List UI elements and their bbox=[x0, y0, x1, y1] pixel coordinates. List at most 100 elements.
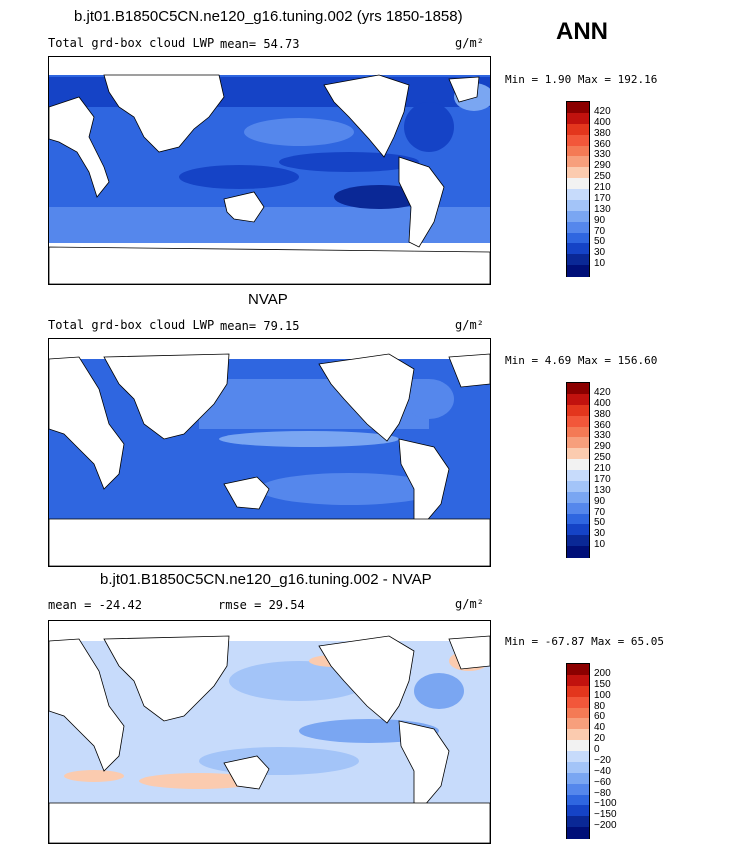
colorbar-swatch bbox=[567, 243, 589, 255]
colorbar-swatch bbox=[567, 707, 589, 719]
colorbar-tick-label: 40 bbox=[594, 722, 606, 734]
colorbar-tick-label: 360 bbox=[594, 419, 611, 431]
colorbar-swatch bbox=[567, 265, 589, 277]
panel3-colorbar-swatches bbox=[566, 663, 590, 839]
colorbar-swatch bbox=[567, 740, 589, 752]
colorbar-tick-label: 100 bbox=[594, 689, 611, 701]
panel2-units: g/m² bbox=[455, 318, 484, 332]
panel1-map bbox=[48, 56, 491, 285]
panel2-mean: mean= 79.15 bbox=[220, 319, 300, 333]
panel3-mean: mean = -24.42 bbox=[48, 598, 142, 612]
panel3-units: g/m² bbox=[455, 597, 484, 611]
colorbar-swatch bbox=[567, 393, 589, 406]
colorbar-swatch bbox=[567, 448, 589, 460]
colorbar-tick-label: 330 bbox=[594, 149, 611, 161]
colorbar-swatch bbox=[567, 524, 589, 536]
panel3-colorbar bbox=[566, 663, 590, 839]
colorbar-tick-label: 30 bbox=[594, 247, 606, 259]
colorbar-swatch bbox=[567, 167, 589, 179]
colorbar-tick-label: −200 bbox=[594, 820, 617, 832]
panel1-title: b.jt01.B1850C5CN.ne120_g16.tuning.002 (y… bbox=[74, 8, 463, 25]
panel1-colorbar-swatches bbox=[566, 101, 590, 277]
colorbar-swatch bbox=[567, 491, 589, 504]
colorbar-swatch bbox=[567, 134, 589, 146]
colorbar-tick-label: 130 bbox=[594, 484, 611, 496]
colorbar-swatch bbox=[567, 772, 589, 785]
colorbar-tick-label: 150 bbox=[594, 678, 611, 690]
colorbar-swatch bbox=[567, 696, 589, 708]
colorbar-tick-label: 60 bbox=[594, 711, 606, 723]
colorbar-swatch bbox=[567, 210, 589, 223]
colorbar-swatch bbox=[567, 502, 589, 514]
panel2-map bbox=[48, 338, 491, 567]
panel1-map-svg bbox=[49, 57, 490, 284]
panel1-variable-label: Total grd-box cloud LWP bbox=[48, 36, 215, 50]
colorbar-swatch bbox=[567, 470, 589, 482]
colorbar-swatch bbox=[567, 232, 589, 244]
colorbar-tick-label: 400 bbox=[594, 116, 611, 128]
colorbar-swatch bbox=[567, 221, 589, 233]
colorbar-tick-label: 250 bbox=[594, 452, 611, 464]
colorbar-tick-label: 10 bbox=[594, 258, 606, 270]
panel2-variable-label: Total grd-box cloud LWP bbox=[48, 318, 215, 332]
colorbar-tick-label: 30 bbox=[594, 528, 606, 540]
panel3-rmse: rmse = 29.54 bbox=[218, 598, 305, 612]
colorbar-swatch bbox=[567, 145, 589, 157]
panel1-minmax: Min = 1.90 Max = 192.16 bbox=[505, 73, 658, 86]
colorbar-tick-label: 420 bbox=[594, 105, 611, 117]
colorbar-tick-label: 290 bbox=[594, 160, 611, 172]
colorbar-tick-label: 170 bbox=[594, 192, 611, 204]
colorbar-tick-label: −100 bbox=[594, 798, 617, 810]
colorbar-tick-label: 50 bbox=[594, 517, 606, 529]
colorbar-swatch bbox=[567, 827, 589, 839]
panel3-map-svg bbox=[49, 621, 490, 843]
colorbar-tick-label: −20 bbox=[594, 754, 611, 766]
colorbar-tick-label: 50 bbox=[594, 236, 606, 248]
panel2-colorbar bbox=[566, 382, 590, 558]
colorbar-swatch bbox=[567, 480, 589, 493]
colorbar-tick-label: 70 bbox=[594, 225, 606, 237]
colorbar-swatch bbox=[567, 383, 589, 395]
colorbar-swatch bbox=[567, 805, 589, 817]
colorbar-swatch bbox=[567, 751, 589, 763]
colorbar-tick-label: 250 bbox=[594, 171, 611, 183]
colorbar-tick-label: 0 bbox=[594, 744, 600, 755]
colorbar-swatch bbox=[567, 426, 589, 438]
colorbar-tick-label: 70 bbox=[594, 506, 606, 518]
colorbar-tick-label: 130 bbox=[594, 203, 611, 215]
colorbar-tick-label: 200 bbox=[594, 667, 611, 679]
colorbar-tick-label: 80 bbox=[594, 700, 606, 712]
season-label: ANN bbox=[556, 18, 608, 45]
panel1-mean: mean= 54.73 bbox=[220, 37, 300, 51]
colorbar-swatch bbox=[567, 794, 589, 806]
colorbar-swatch bbox=[567, 254, 589, 266]
colorbar-tick-label: 380 bbox=[594, 408, 611, 420]
colorbar-tick-label: 400 bbox=[594, 397, 611, 409]
colorbar-swatch bbox=[567, 783, 589, 795]
colorbar-swatch bbox=[567, 546, 589, 558]
colorbar-tick-label: −80 bbox=[594, 787, 611, 799]
colorbar-swatch bbox=[567, 664, 589, 676]
colorbar-tick-label: 10 bbox=[594, 539, 606, 551]
colorbar-tick-label: 20 bbox=[594, 733, 606, 745]
colorbar-swatch bbox=[567, 404, 589, 417]
panel3-minmax: Min = -67.87 Max = 65.05 bbox=[505, 635, 664, 648]
colorbar-tick-label: 330 bbox=[594, 430, 611, 442]
colorbar-swatch bbox=[567, 459, 589, 471]
colorbar-swatch bbox=[567, 729, 589, 741]
colorbar-swatch bbox=[567, 189, 589, 201]
panel2-title: NVAP bbox=[248, 291, 288, 308]
colorbar-swatch bbox=[567, 535, 589, 547]
panel2-map-svg bbox=[49, 339, 490, 566]
colorbar-swatch bbox=[567, 513, 589, 525]
colorbar-swatch bbox=[567, 112, 589, 125]
colorbar-tick-label: −40 bbox=[594, 765, 611, 777]
panel1-units: g/m² bbox=[455, 36, 484, 50]
colorbar-swatch bbox=[567, 685, 589, 698]
colorbar-tick-label: −150 bbox=[594, 809, 617, 821]
colorbar-tick-label: 210 bbox=[594, 182, 611, 193]
colorbar-tick-label: 420 bbox=[594, 386, 611, 398]
colorbar-tick-label: 360 bbox=[594, 138, 611, 150]
colorbar-swatch bbox=[567, 102, 589, 114]
colorbar-tick-label: 90 bbox=[594, 214, 606, 226]
